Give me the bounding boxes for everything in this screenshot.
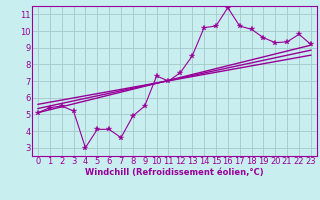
X-axis label: Windchill (Refroidissement éolien,°C): Windchill (Refroidissement éolien,°C) [85, 168, 264, 177]
